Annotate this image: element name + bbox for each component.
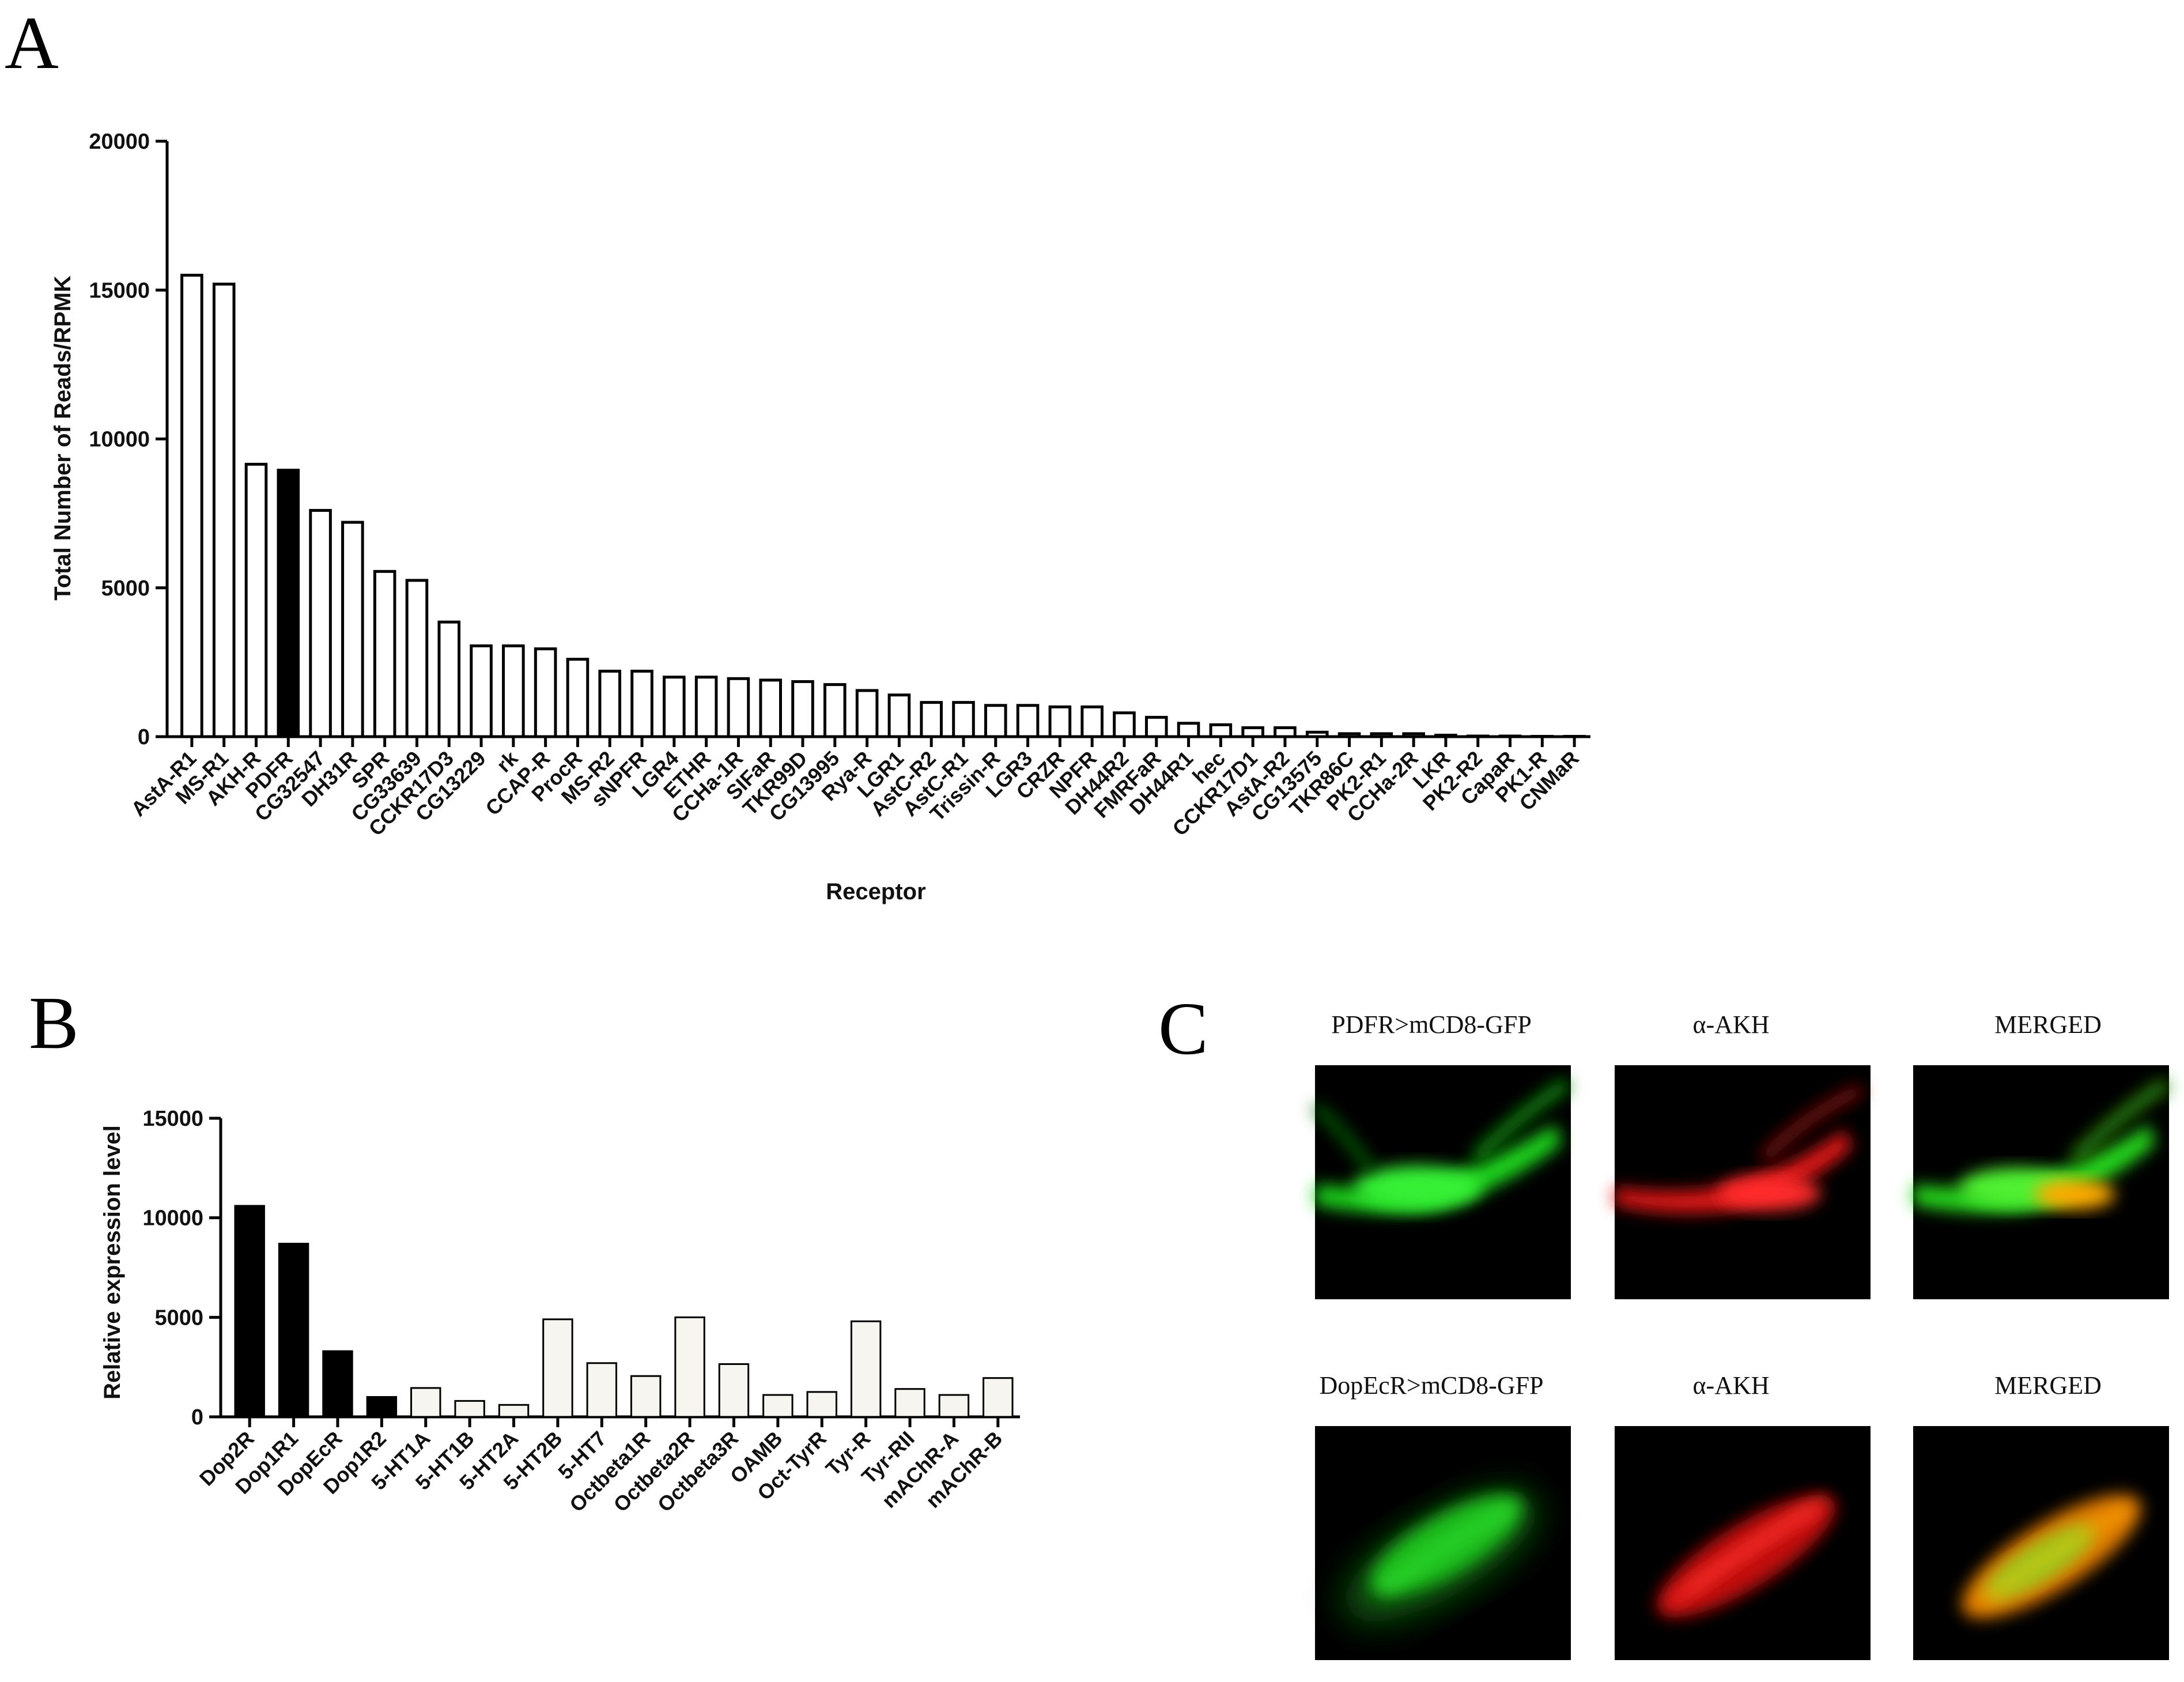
bar-crzr [1048,705,1072,738]
bar-dh44r1 [1177,722,1200,738]
bar-ms-r2 [598,669,622,738]
bar-trissin-r [984,704,1007,738]
bar-cckr17d1 [1241,726,1264,738]
bar-pk1-r [1531,734,1554,738]
bar-ccha-2r [1402,732,1425,738]
bar-cnmar [1563,734,1586,738]
y-tick-label: 10000 [142,1206,203,1231]
img-title-dopecr-gfp: DopEcR>mCD8-GFP [1319,1371,1543,1400]
bar-machr-b [983,1377,1014,1418]
bar-rya-r [855,689,879,738]
bar-hec [1209,723,1233,738]
bar-ms-r1 [212,282,236,738]
panel-b-letter: B [29,982,79,1065]
bar-cg32547 [309,508,332,738]
bar-snpfr [630,669,653,738]
bar-cg13995 [823,683,847,738]
bar-5-ht1b [454,1400,485,1418]
chart-a-x-title: Receptor [826,879,925,904]
bar-machr-a [938,1394,970,1418]
bar-ethr [694,676,718,738]
bar-octbeta2r [674,1316,705,1418]
bar-dop2r [234,1205,265,1418]
bar-ccap-r [534,647,557,738]
y-tick-label: 5000 [101,576,150,601]
bar-fmrfar [1144,715,1168,738]
chart-a-y-title: Total Number of Reads/RPMK [50,276,75,601]
panel-c-micrographs: PDFR>mCD8-GFP α-AKH MERGED DopEcR>mCD8-G… [1312,1010,2170,1660]
bar-5-ht1a [410,1387,441,1418]
bar-lgr4 [663,676,686,738]
micrograph-merged-1 [1913,1065,2170,1299]
y-tick-label: 0 [191,1405,203,1430]
y-tick-label: 20000 [89,130,150,154]
bar-dop1r1 [278,1243,309,1418]
micrograph-pdfr-gfp [1312,1065,1571,1299]
bar-tkr86c [1337,732,1361,738]
bar-dh31r [341,521,364,738]
panel-a-letter: A [5,2,59,85]
img-title-akh-1: α-AKH [1692,1010,1769,1039]
bar-astc-r2 [920,701,943,738]
bar-astc-r1 [952,701,975,738]
bar-5-ht2a [498,1404,530,1418]
bar-asta-r2 [1274,726,1297,738]
bar-dop1r2 [366,1396,398,1418]
bar-dopecr [322,1350,353,1418]
chart-b-y-title: Relative expression level [100,1125,125,1400]
bar-procr [566,658,590,738]
micrograph-dopecr-gfp [1315,1426,1571,1660]
bar-oamb [762,1394,794,1418]
bar-akh-r [244,462,268,738]
micrograph-merged-2 [1913,1426,2169,1660]
bar-sifar [759,678,783,738]
bar-spr [373,570,396,738]
bar-dh44r2 [1113,711,1136,738]
img-title-akh-2: α-AKH [1692,1371,1769,1400]
bar-cckr17d3 [437,620,461,738]
bar-pdfr [277,469,300,738]
bar-ccha-1r [727,677,750,738]
bar-cg13575 [1305,730,1329,738]
bar-tkr99d [791,680,814,738]
img-title-merged-2: MERGED [1994,1371,2102,1400]
img-title-pdfr-gfp: PDFR>mCD8-GFP [1331,1010,1532,1039]
bar-capar [1498,734,1522,738]
bar-rk [502,644,525,738]
bar-5-ht7 [586,1362,618,1418]
bar-pk2-r1 [1370,732,1393,738]
bar-octbeta1r [630,1375,662,1418]
bar-tyr-r [850,1320,882,1418]
bar-asta-r1 [180,273,203,738]
bar-tyr-rii [894,1388,925,1418]
bar-oct-tyrr [806,1391,837,1418]
micrograph-akh-1 [1615,1065,1871,1299]
bar-lkr [1434,733,1457,738]
y-tick-label: 0 [138,725,150,749]
y-tick-label: 10000 [89,428,150,452]
bar-octbeta3r [718,1363,750,1418]
bar-lgr1 [887,693,911,738]
micrograph-akh-2 [1615,1426,1871,1660]
y-tick-label: 15000 [142,1107,203,1131]
bar-5-ht2b [542,1318,573,1418]
bar-pk2-r2 [1466,734,1490,738]
bar-cg13229 [470,644,493,738]
bar-cg33639 [405,579,429,738]
bar-lgr3 [1016,704,1040,738]
bar-npfr [1080,705,1104,738]
panel-c-letter: C [1158,987,1208,1070]
img-title-merged-1: MERGED [1994,1010,2102,1039]
y-tick-label: 15000 [89,278,150,303]
y-tick-label: 5000 [154,1306,203,1330]
